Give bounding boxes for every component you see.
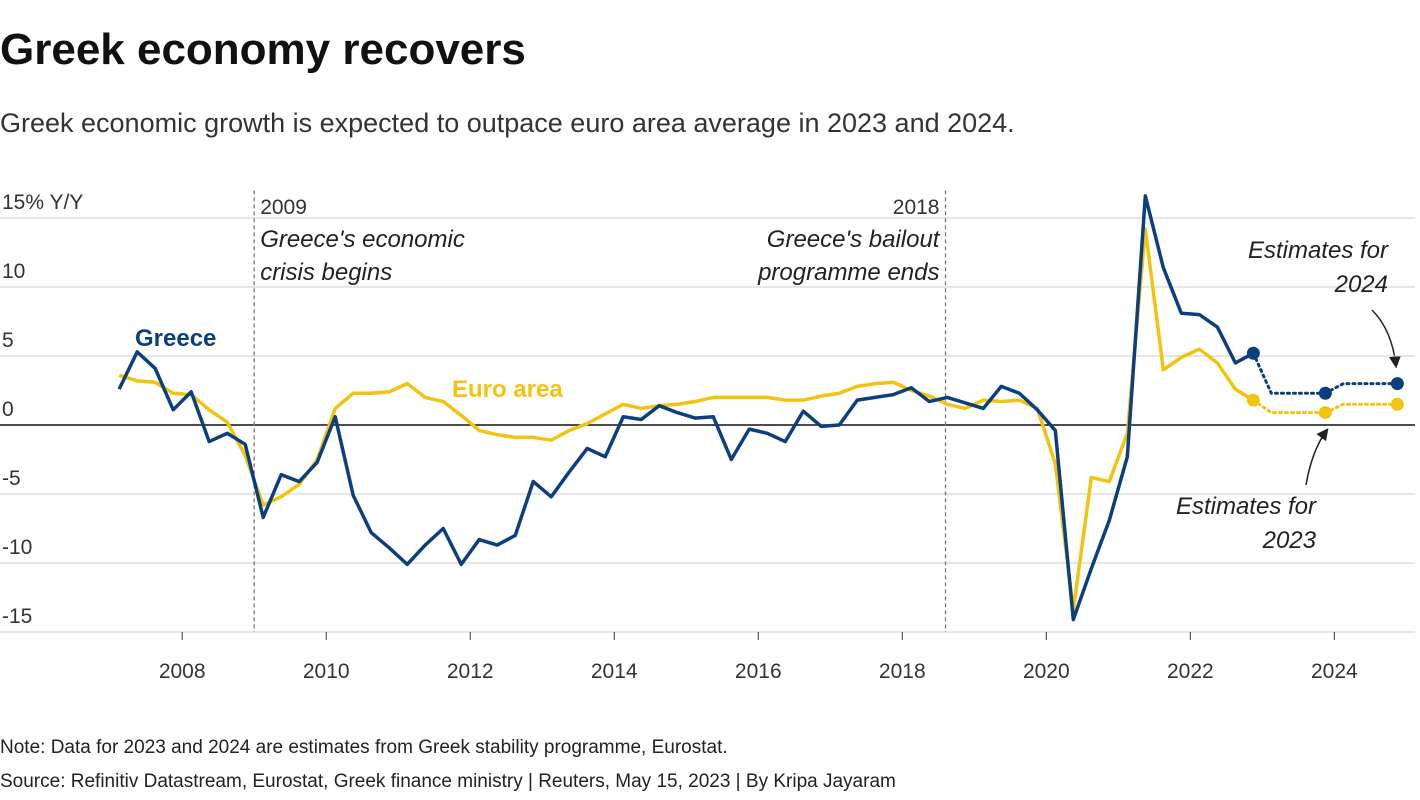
x-tick-label: 2024 (1311, 660, 1358, 683)
y-tick-label: 15% Y/Y (2, 191, 83, 214)
estimate-note: 2023 (1262, 527, 1317, 554)
series-label: Greece (135, 325, 216, 352)
series-line (117, 194, 1255, 622)
event-year: 2009 (260, 196, 307, 219)
event-text: crisis begins (260, 259, 392, 286)
estimate-connector (1251, 398, 1327, 415)
source: Source: Refinitiv Datastream, Eurostat, … (0, 771, 896, 792)
estimate-point (1390, 397, 1404, 411)
y-tick-label: -10 (2, 536, 32, 559)
estimate-point (1318, 386, 1332, 400)
x-tick-label: 2014 (591, 660, 638, 683)
y-tick-label: 0 (2, 398, 14, 421)
chart-subtitle: Greek economic growth is expected to out… (0, 108, 1015, 138)
y-tick-label: 10 (2, 260, 25, 283)
x-tick-label: 2018 (879, 660, 926, 683)
event-text: Greece's bailout (767, 226, 941, 253)
note: Note: Data for 2023 and 2024 are estimat… (0, 737, 728, 758)
x-tick-label: 2008 (159, 660, 206, 683)
estimate-point (1318, 406, 1332, 420)
estimate-point (1390, 377, 1404, 391)
x-tick-label: 2016 (735, 660, 782, 683)
estimate-note: Estimates for (1248, 237, 1389, 264)
event-text: Greece's economic (260, 226, 465, 253)
event-text: programme ends (757, 259, 939, 286)
y-tick-label: -15 (2, 605, 32, 628)
estimate-connector (1323, 402, 1399, 415)
x-tick-label: 2022 (1167, 660, 1214, 683)
event-year: 2018 (893, 196, 940, 219)
series-line (118, 227, 1255, 612)
estimate-note: 2024 (1334, 271, 1388, 298)
series-label: Euro area (452, 376, 563, 403)
last-actual (1246, 346, 1260, 360)
y-tick-label: 5 (2, 329, 14, 352)
x-tick-label: 2020 (1023, 660, 1070, 683)
x-tick-label: 2010 (303, 660, 350, 683)
last-actual (1246, 393, 1260, 407)
chart-title: Greek economy recovers (0, 25, 526, 74)
estimate-connector (1251, 351, 1327, 395)
estimate-connector (1323, 382, 1399, 395)
arrow (1371, 309, 1401, 369)
estimate-note: Estimates for (1176, 493, 1317, 520)
arrow (1305, 428, 1329, 486)
x-tick-label: 2012 (447, 660, 494, 683)
y-tick-label: -5 (2, 467, 21, 490)
